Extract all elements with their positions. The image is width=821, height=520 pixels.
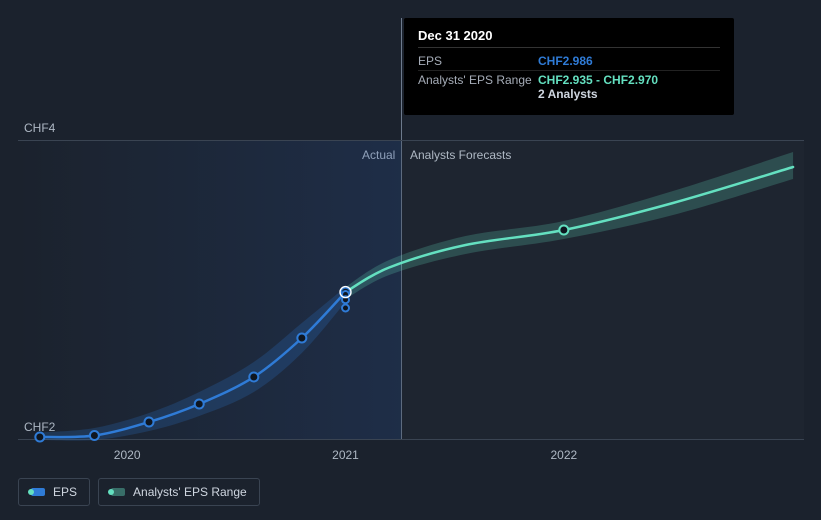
legend-item[interactable]: EPS <box>18 478 90 506</box>
legend-swatch <box>111 488 125 496</box>
tooltip-row: Analysts' EPS RangeCHF2.935 - CHF2.9702 … <box>418 71 720 103</box>
tooltip-row: EPSCHF2.986 <box>418 52 720 71</box>
legend-swatch <box>31 488 45 496</box>
x-tick-label: 2020 <box>114 448 141 462</box>
legend-label: EPS <box>53 485 77 499</box>
x-tick-label: 2022 <box>550 448 577 462</box>
chart-tooltip: Dec 31 2020 EPSCHF2.986Analysts' EPS Ran… <box>404 18 734 115</box>
tooltip-date: Dec 31 2020 <box>418 28 720 48</box>
tooltip-value: CHF2.986 <box>538 54 593 68</box>
legend-item[interactable]: Analysts' EPS Range <box>98 478 260 506</box>
eps-chart-panel: Dec 31 2020 EPSCHF2.986Analysts' EPS Ran… <box>0 0 821 520</box>
y-tick-label: CHF4 <box>24 121 55 135</box>
legend-label: Analysts' EPS Range <box>133 485 247 499</box>
tooltip-key: Analysts' EPS Range <box>418 73 538 101</box>
chart-svg <box>18 140 804 440</box>
tooltip-subvalue: 2 Analysts <box>538 87 658 101</box>
tooltip-value: CHF2.935 - CHF2.970 <box>538 73 658 87</box>
tooltip-key: EPS <box>418 54 538 68</box>
legend: EPS Analysts' EPS Range <box>18 478 260 506</box>
x-tick-label: 2021 <box>332 448 359 462</box>
